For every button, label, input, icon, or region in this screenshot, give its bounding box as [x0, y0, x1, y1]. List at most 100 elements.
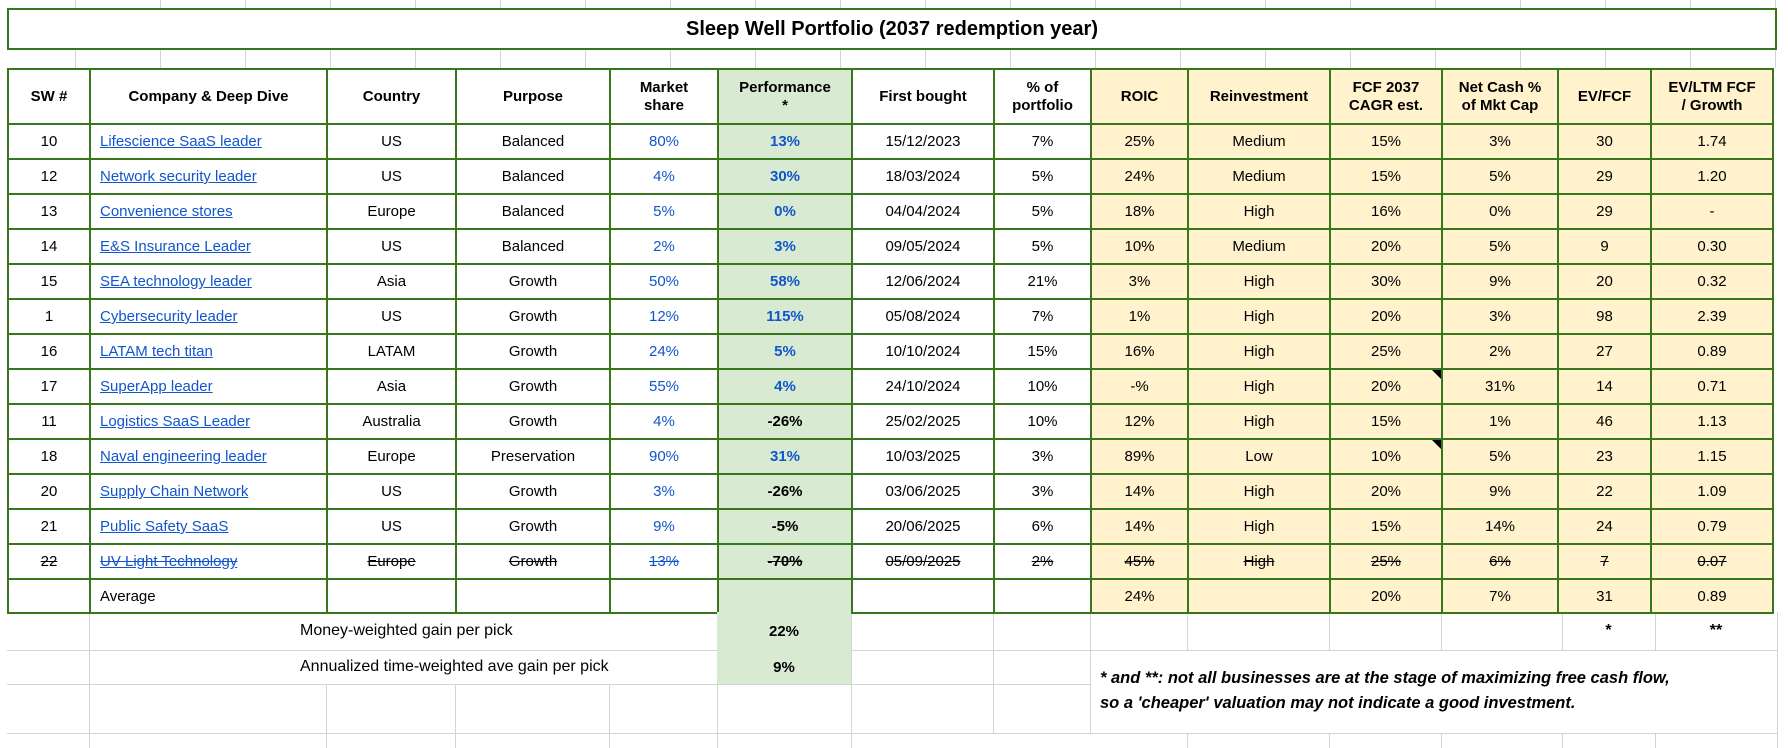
- cell-fcf-cagr[interactable]: 25%: [1331, 545, 1443, 580]
- cell-purpose[interactable]: Balanced: [457, 125, 611, 160]
- cell-reinvestment[interactable]: High: [1189, 265, 1331, 300]
- cell-market-share[interactable]: 50%: [611, 265, 719, 300]
- cell-pct-portfolio[interactable]: 10%: [995, 370, 1092, 405]
- cell-performance[interactable]: 58%: [719, 265, 853, 300]
- money-weighted-value[interactable]: 22%: [717, 612, 851, 650]
- cell-sw[interactable]: 16: [9, 335, 91, 370]
- average-country[interactable]: [328, 580, 457, 614]
- cell-performance[interactable]: 3%: [719, 230, 853, 265]
- cell-roic[interactable]: 89%: [1092, 440, 1189, 475]
- cell-purpose[interactable]: Growth: [457, 510, 611, 545]
- cell-pct-portfolio[interactable]: 3%: [995, 440, 1092, 475]
- average-net-cash[interactable]: 7%: [1443, 580, 1559, 614]
- cell-roic[interactable]: 12%: [1092, 405, 1189, 440]
- cell-fcf-cagr[interactable]: 20%: [1331, 475, 1443, 510]
- cell-reinvestment[interactable]: High: [1189, 335, 1331, 370]
- cell-ev-fcf[interactable]: 30: [1559, 125, 1652, 160]
- money-weighted-label[interactable]: Money-weighted gain per pick: [300, 622, 513, 639]
- cell-pct-portfolio[interactable]: 21%: [995, 265, 1092, 300]
- cell-company[interactable]: Lifescience SaaS leader: [91, 125, 328, 160]
- company-link[interactable]: Convenience stores: [100, 203, 233, 220]
- cell-net-cash[interactable]: 14%: [1443, 510, 1559, 545]
- cell-ev-ltm[interactable]: 0.07: [1652, 545, 1774, 580]
- cell-ev-fcf[interactable]: 98: [1559, 300, 1652, 335]
- cell-first-bought[interactable]: 25/02/2025: [853, 405, 995, 440]
- cell-fcf-cagr[interactable]: 15%: [1331, 405, 1443, 440]
- cell-company[interactable]: UV Light Technology: [91, 545, 328, 580]
- cell-net-cash[interactable]: 3%: [1443, 125, 1559, 160]
- cell-company[interactable]: SuperApp leader: [91, 370, 328, 405]
- cell-company[interactable]: Logistics SaaS Leader: [91, 405, 328, 440]
- cell-purpose[interactable]: Growth: [457, 335, 611, 370]
- cell-first-bought[interactable]: 09/05/2024: [853, 230, 995, 265]
- cell-performance[interactable]: 4%: [719, 370, 853, 405]
- average-ev-fcf[interactable]: 31: [1559, 580, 1652, 614]
- cell-purpose[interactable]: Preservation: [457, 440, 611, 475]
- col-header-pct-portfolio[interactable]: % of portfolio: [995, 70, 1092, 125]
- cell-roic[interactable]: 18%: [1092, 195, 1189, 230]
- cell-sw[interactable]: 20: [9, 475, 91, 510]
- cell-ev-fcf[interactable]: 14: [1559, 370, 1652, 405]
- cell-company[interactable]: SEA technology leader: [91, 265, 328, 300]
- col-header-ev-ltm[interactable]: EV/LTM FCF / Growth: [1652, 70, 1774, 125]
- cell-market-share[interactable]: 5%: [611, 195, 719, 230]
- cell-sw[interactable]: 17: [9, 370, 91, 405]
- cell-net-cash[interactable]: 31%: [1443, 370, 1559, 405]
- cell-fcf-cagr[interactable]: 10%: [1331, 440, 1443, 475]
- cell-sw[interactable]: 10: [9, 125, 91, 160]
- cell-net-cash[interactable]: 5%: [1443, 440, 1559, 475]
- cell-sw[interactable]: 12: [9, 160, 91, 195]
- cell-market-share[interactable]: 80%: [611, 125, 719, 160]
- cell-performance[interactable]: -26%: [719, 475, 853, 510]
- cell-purpose[interactable]: Growth: [457, 370, 611, 405]
- cell-net-cash[interactable]: 5%: [1443, 160, 1559, 195]
- cell-first-bought[interactable]: 05/08/2024: [853, 300, 995, 335]
- cell-net-cash[interactable]: 1%: [1443, 405, 1559, 440]
- cell-ev-fcf[interactable]: 7: [1559, 545, 1652, 580]
- average-roic[interactable]: 24%: [1092, 580, 1189, 614]
- average-first-bought[interactable]: [853, 580, 995, 614]
- cell-roic[interactable]: 45%: [1092, 545, 1189, 580]
- cell-ev-fcf[interactable]: 9: [1559, 230, 1652, 265]
- cell-reinvestment[interactable]: High: [1189, 405, 1331, 440]
- cell-first-bought[interactable]: 15/12/2023: [853, 125, 995, 160]
- cell-purpose[interactable]: Growth: [457, 405, 611, 440]
- cell-fcf-cagr[interactable]: 20%: [1331, 370, 1443, 405]
- cell-country[interactable]: Europe: [328, 440, 457, 475]
- cell-performance[interactable]: -26%: [719, 405, 853, 440]
- average-pct-portfolio[interactable]: [995, 580, 1092, 614]
- cell-ev-fcf[interactable]: 23: [1559, 440, 1652, 475]
- company-link[interactable]: Public Safety SaaS: [100, 518, 229, 535]
- cell-net-cash[interactable]: 5%: [1443, 230, 1559, 265]
- cell-roic[interactable]: 14%: [1092, 510, 1189, 545]
- cell-fcf-cagr[interactable]: 25%: [1331, 335, 1443, 370]
- cell-fcf-cagr[interactable]: 16%: [1331, 195, 1443, 230]
- cell-net-cash[interactable]: 0%: [1443, 195, 1559, 230]
- cell-sw[interactable]: 1: [9, 300, 91, 335]
- cell-company[interactable]: Naval engineering leader: [91, 440, 328, 475]
- cell-country[interactable]: US: [328, 125, 457, 160]
- cell-first-bought[interactable]: 24/10/2024: [853, 370, 995, 405]
- cell-sw[interactable]: 21: [9, 510, 91, 545]
- cell-ev-fcf[interactable]: 22: [1559, 475, 1652, 510]
- company-link[interactable]: Supply Chain Network: [100, 483, 249, 500]
- col-header-net-cash[interactable]: Net Cash % of Mkt Cap: [1443, 70, 1559, 125]
- cell-sw[interactable]: 15: [9, 265, 91, 300]
- cell-purpose[interactable]: Growth: [457, 545, 611, 580]
- cell-performance[interactable]: 0%: [719, 195, 853, 230]
- annualized-gain-value[interactable]: 9%: [717, 650, 851, 684]
- cell-country[interactable]: Europe: [328, 195, 457, 230]
- cell-performance[interactable]: 115%: [719, 300, 853, 335]
- cell-purpose[interactable]: Growth: [457, 300, 611, 335]
- cell-ev-fcf[interactable]: 29: [1559, 160, 1652, 195]
- cell-country[interactable]: LATAM: [328, 335, 457, 370]
- cell-first-bought[interactable]: 18/03/2024: [853, 160, 995, 195]
- cell-roic[interactable]: 14%: [1092, 475, 1189, 510]
- average-sw[interactable]: [9, 580, 91, 614]
- cell-ev-ltm[interactable]: 1.74: [1652, 125, 1774, 160]
- cell-first-bought[interactable]: 05/09/2025: [853, 545, 995, 580]
- cell-market-share[interactable]: 2%: [611, 230, 719, 265]
- cell-market-share[interactable]: 13%: [611, 545, 719, 580]
- col-header-sw[interactable]: SW #: [9, 70, 91, 125]
- company-link[interactable]: Naval engineering leader: [100, 448, 267, 465]
